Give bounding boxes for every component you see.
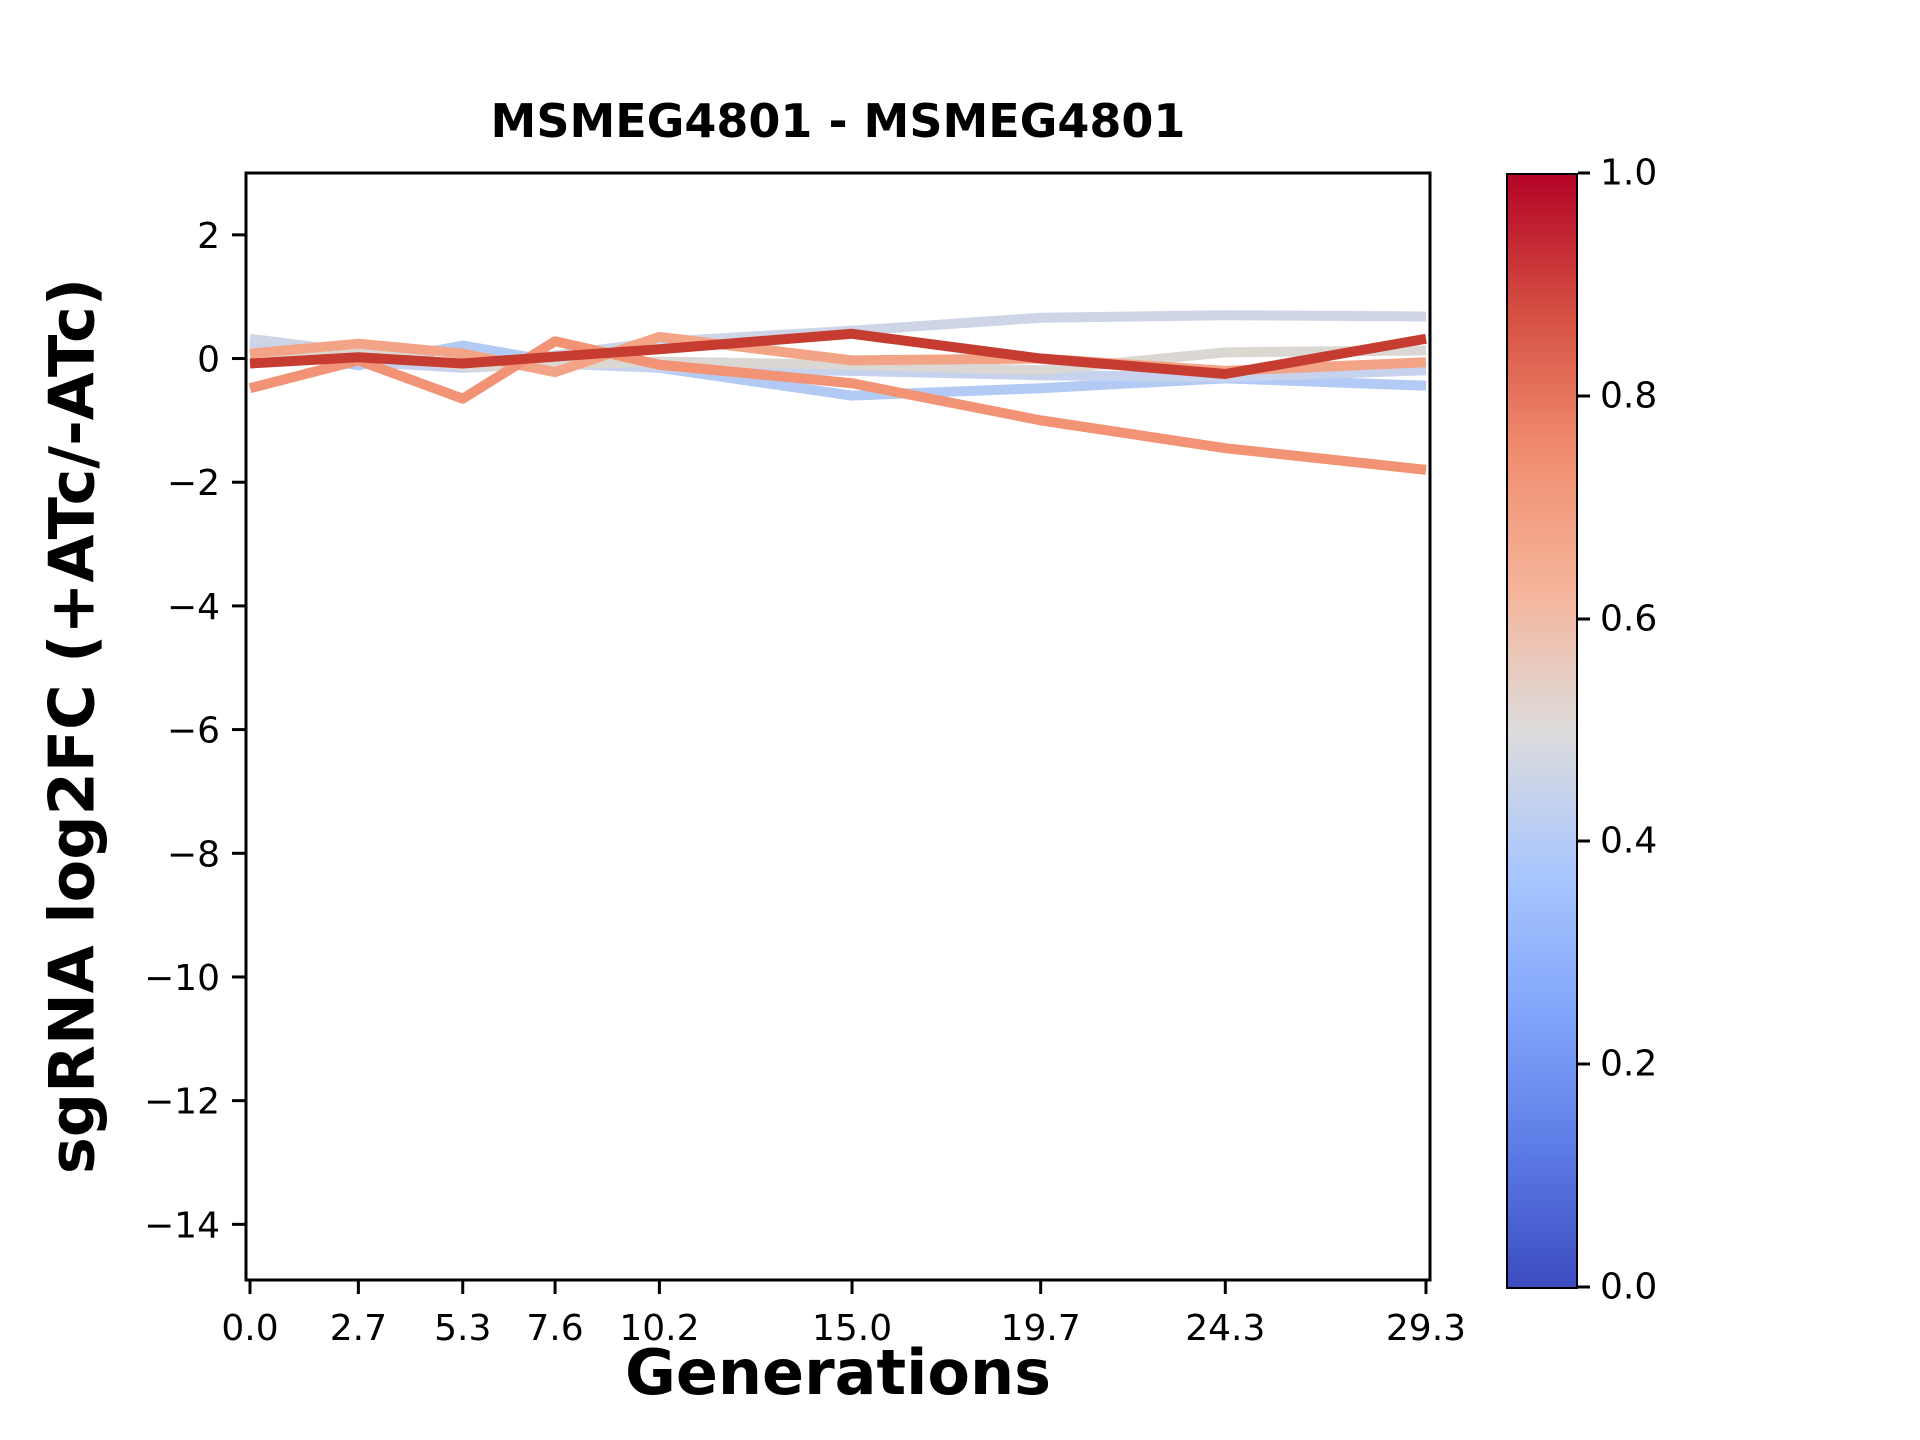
- y-tick-label: −4: [167, 587, 220, 628]
- x-tick-label: 0.0: [221, 1308, 278, 1349]
- colorbar: [1506, 173, 1578, 1289]
- x-tick-label: 2.7: [330, 1308, 387, 1349]
- x-tick-label: 29.3: [1386, 1308, 1466, 1349]
- colorbar-tick-label: 0.0: [1600, 1266, 1658, 1308]
- chart-title: MSMEG4801 - MSMEG4801: [490, 94, 1186, 148]
- colorbar-tick: [1578, 394, 1590, 398]
- x-axis-label: Generations: [624, 1336, 1052, 1409]
- colorbar-tick-label: 0.8: [1600, 375, 1658, 417]
- series-lines: [248, 310, 1427, 475]
- x-tick-label: 24.3: [1185, 1308, 1265, 1349]
- colorbar-tick: [1578, 1285, 1590, 1289]
- series-line-6: [249, 328, 1427, 379]
- colorbar-tick: [1578, 839, 1590, 843]
- colorbar-tick-label: 0.4: [1600, 820, 1658, 862]
- y-tick-label: 0: [197, 340, 220, 381]
- colorbar-gradient: [1508, 175, 1576, 1287]
- y-tick-label: −14: [144, 1205, 220, 1246]
- colorbar-tick: [1578, 617, 1590, 621]
- y-tick-label: −12: [144, 1082, 220, 1123]
- y-tick-label: −8: [167, 834, 220, 875]
- y-tick-label: −6: [167, 711, 220, 752]
- colorbar-tick: [1578, 171, 1590, 175]
- x-tick-label: 7.6: [526, 1308, 583, 1349]
- series-line-5: [248, 336, 1427, 475]
- colorbar-tick: [1578, 1062, 1590, 1066]
- y-tick-label: 2: [197, 216, 220, 257]
- y-tick-label: −10: [144, 958, 220, 999]
- colorbar-tick-label: 0.2: [1600, 1043, 1658, 1085]
- axes-spines: [244, 171, 1432, 1282]
- x-tick-label: 19.7: [1001, 1308, 1081, 1349]
- x-tick-label: 5.3: [434, 1308, 491, 1349]
- colorbar-tick-label: 1.0: [1600, 152, 1658, 194]
- y-axis-label: sgRNA log2FC (+ATc/-ATc): [35, 277, 109, 1175]
- colorbar-tick-label: 0.6: [1600, 598, 1658, 640]
- y-tick-label: −2: [167, 463, 220, 504]
- x-tick-label: 15.0: [812, 1308, 892, 1349]
- x-tick-label: 10.2: [619, 1308, 699, 1349]
